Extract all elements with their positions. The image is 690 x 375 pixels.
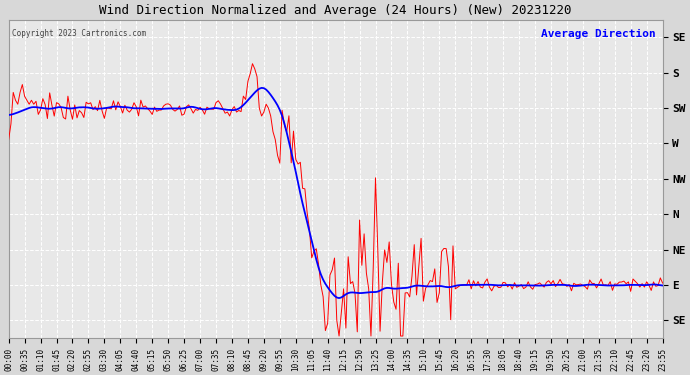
Text: Average Direction: Average Direction — [542, 29, 656, 39]
Title: Wind Direction Normalized and Average (24 Hours) (New) 20231220: Wind Direction Normalized and Average (2… — [99, 4, 572, 17]
Text: Copyright 2023 Cartronics.com: Copyright 2023 Cartronics.com — [12, 29, 146, 38]
